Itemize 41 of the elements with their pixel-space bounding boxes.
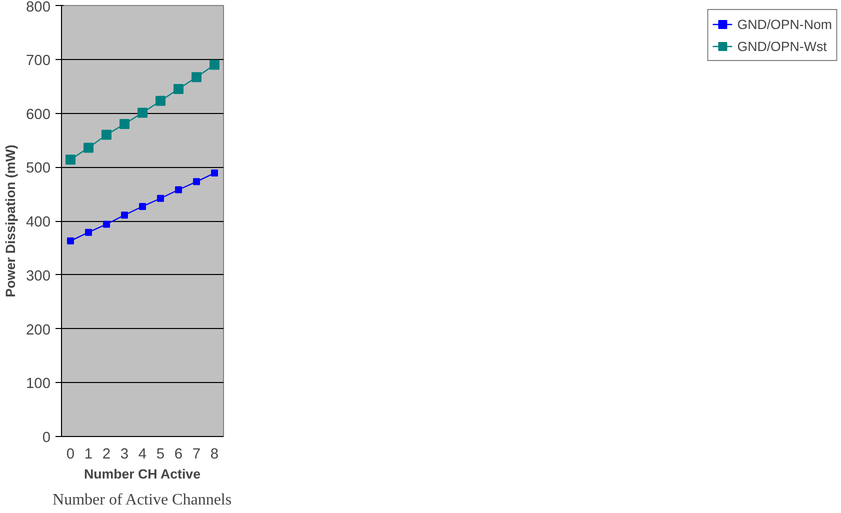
x-tick-label: 2 bbox=[102, 446, 111, 462]
x-tick-label: 0 bbox=[66, 446, 75, 462]
x-tick-label: 6 bbox=[174, 446, 183, 462]
point bbox=[121, 212, 128, 219]
y-tick-label: 100 bbox=[26, 376, 51, 392]
point bbox=[211, 170, 218, 177]
point bbox=[103, 220, 110, 228]
y-tick-label: 600 bbox=[26, 106, 51, 123]
point bbox=[120, 119, 130, 130]
y-axis-title: Power Dissipation (mW) bbox=[3, 144, 18, 298]
text: Number of Active Channels bbox=[52, 492, 232, 508]
point bbox=[157, 194, 164, 202]
x-tick-label: 1 bbox=[84, 446, 93, 462]
point bbox=[84, 142, 94, 153]
point bbox=[66, 154, 76, 165]
x-tick-label: 8 bbox=[210, 446, 219, 462]
y-tick-label: 800 bbox=[26, 0, 51, 16]
y-tick-label: 200 bbox=[26, 322, 51, 338]
point bbox=[193, 178, 200, 186]
y-tick-label: 700 bbox=[26, 52, 51, 69]
point bbox=[210, 60, 220, 70]
point bbox=[139, 202, 146, 210]
x-tick-label: 4 bbox=[138, 446, 147, 462]
legend-label: GND/OPN-Wst bbox=[737, 38, 827, 54]
point bbox=[192, 72, 202, 82]
y-tick-label: 300 bbox=[26, 268, 51, 284]
x-tick-label: 5 bbox=[156, 446, 165, 462]
point bbox=[85, 228, 92, 236]
point bbox=[156, 96, 166, 106]
legend-label: GND/OPN-Nom bbox=[737, 16, 832, 32]
point bbox=[174, 84, 184, 94]
x-tick-label: 3 bbox=[120, 446, 129, 462]
y-tick-label: 400 bbox=[26, 214, 51, 230]
point bbox=[138, 108, 148, 118]
y-tick-label: 0 bbox=[42, 430, 51, 446]
y-tick-label: 500 bbox=[26, 160, 51, 177]
point bbox=[175, 186, 182, 194]
x-tick-label: 7 bbox=[192, 446, 201, 462]
point bbox=[67, 237, 74, 244]
point bbox=[102, 130, 112, 140]
x-axis-title: Number CH Active bbox=[84, 466, 201, 482]
